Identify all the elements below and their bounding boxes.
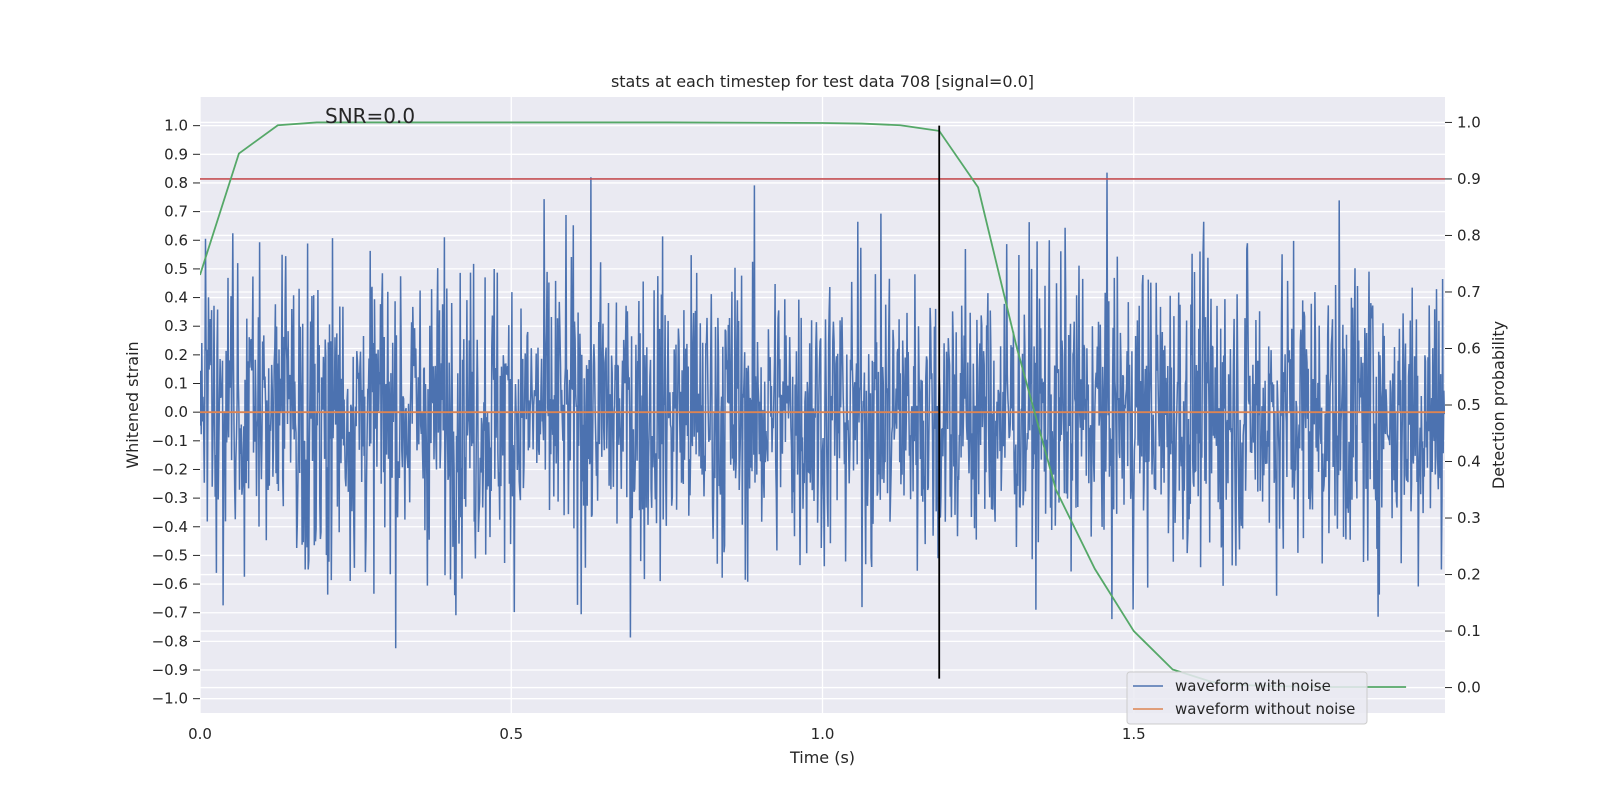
y-tick-label-left: −1.0 xyxy=(152,690,188,708)
y-tick-label-left: 0.1 xyxy=(164,375,188,393)
y-tick-label-left: 0.2 xyxy=(164,346,188,364)
snr-annotation: SNR=0.0 xyxy=(325,104,415,128)
y-tick-label-left: 0.4 xyxy=(164,289,188,307)
x-tick-label: 1.0 xyxy=(811,725,835,743)
legend-label-clean: waveform without noise xyxy=(1175,700,1355,718)
y-tick-label-left: 1.0 xyxy=(164,117,188,135)
ticks: 0.0 0.5 1.0 1.5 1.0 0.9 0.8 0.7 0.6 0.5 0.4 0.3 0.2 0… xyxy=(152,113,1481,743)
y-tick-label-left: −0.4 xyxy=(152,518,188,536)
y-tick-label-right: 0.5 xyxy=(1457,396,1481,414)
legend-label-noise: waveform with noise xyxy=(1175,677,1331,695)
y-tick-label-left: 0.7 xyxy=(164,203,188,221)
y-tick-label-right: 0.7 xyxy=(1457,283,1481,301)
y-tick-label-right: 0.4 xyxy=(1457,453,1481,471)
y-tick-label-left: −0.5 xyxy=(152,546,188,564)
y-axis-label-right: Detection probability xyxy=(1489,321,1508,489)
y-tick-label-left: −0.1 xyxy=(152,432,188,450)
y-tick-label-left: −0.7 xyxy=(152,604,188,622)
x-axis-label: Time (s) xyxy=(789,748,855,767)
y-tick-label-left: 0.5 xyxy=(164,260,188,278)
y-tick-label-left: 0.8 xyxy=(164,174,188,192)
legend-box xyxy=(1126,671,1368,725)
y-tick-label-left: 0.9 xyxy=(164,145,188,163)
y-tick-label-right: 0.8 xyxy=(1457,226,1481,244)
y-axis-label-left: Whitened strain xyxy=(123,341,142,468)
chart-title: stats at each timestep for test data 708… xyxy=(611,72,1034,91)
y-tick-label-left: 0.6 xyxy=(164,231,188,249)
y-tick-label-left: −0.9 xyxy=(152,661,188,679)
legend: waveform with noise waveform without noi… xyxy=(1126,671,1368,725)
x-tick-label: 0.0 xyxy=(188,725,212,743)
y-tick-label-left: −0.6 xyxy=(152,575,188,593)
y-tick-label-right: 0.2 xyxy=(1457,566,1481,584)
y-tick-label-left: −0.2 xyxy=(152,460,188,478)
series-line-noise xyxy=(200,172,1445,649)
y-tick-label-left: −0.8 xyxy=(152,632,188,650)
y-tick-label-right: 1.0 xyxy=(1457,113,1481,131)
y-tick-label-left: 0.0 xyxy=(164,403,188,421)
y-tick-label-left: 0.3 xyxy=(164,317,188,335)
x-tick-label: 0.5 xyxy=(499,725,523,743)
y-tick-label-right: 0.9 xyxy=(1457,170,1481,188)
y-tick-label-right: 0.1 xyxy=(1457,622,1481,640)
x-tick-label: 1.5 xyxy=(1122,725,1146,743)
y-tick-label-right: 0.0 xyxy=(1457,679,1481,697)
y-tick-label-right: 0.6 xyxy=(1457,339,1481,357)
y-tick-label-left: −0.3 xyxy=(152,489,188,507)
y-tick-label-right: 0.3 xyxy=(1457,509,1481,527)
